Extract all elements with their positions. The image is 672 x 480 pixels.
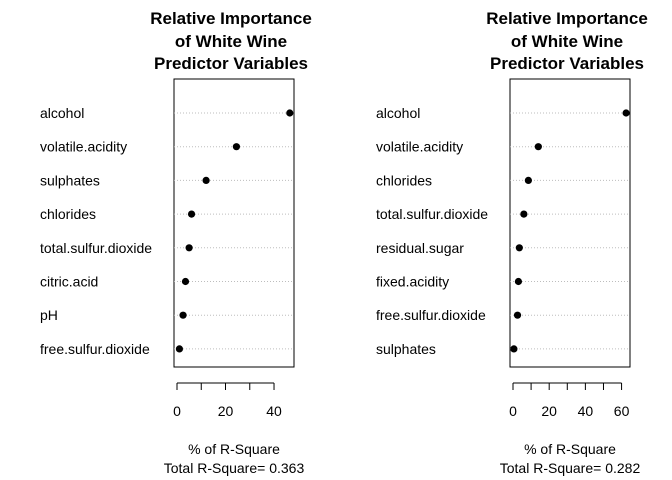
chart-title-line-2: of White Wine (175, 32, 287, 51)
x-tick-label: 40 (266, 403, 282, 419)
data-point (232, 143, 241, 151)
category-label: sulphates (40, 172, 100, 188)
data-point (510, 345, 518, 353)
category-label: free.sulfur.dioxide (376, 307, 486, 323)
chart-title-line-1: Relative Importance (150, 9, 312, 28)
x-tick-label: 40 (578, 403, 594, 419)
data-point (515, 244, 523, 252)
data-point (202, 176, 210, 184)
category-label: pH (40, 307, 58, 323)
category-label: volatile.acidity (40, 139, 127, 155)
data-point (187, 210, 196, 218)
right-panel: Relative Importance of White Wine Predic… (376, 9, 648, 476)
x-tick-label: 0 (509, 403, 517, 419)
category-label: fixed.acidity (376, 274, 449, 290)
chart-title-line-2: of White Wine (511, 32, 623, 51)
plot-frame (173, 78, 295, 368)
data-point (534, 143, 542, 151)
chart-title-line-3: Predictor Variables (154, 54, 308, 73)
category-label: alcohol (376, 105, 420, 121)
data-point (524, 176, 532, 184)
chart-title-line-3: Predictor Variables (490, 54, 644, 73)
data-point (179, 311, 187, 319)
x-tick-label: 60 (614, 403, 630, 419)
row-group: alcohol volatile.acidity sulphates chloride… (40, 105, 294, 357)
x-tick-label: 0 (173, 403, 181, 419)
data-point (181, 277, 190, 286)
x-axis-label: % of R-Square (188, 441, 280, 457)
data-point (286, 109, 294, 117)
category-label: citric.acid (40, 274, 98, 290)
category-label: chlorides (376, 172, 432, 188)
category-label: alcohol (40, 105, 84, 121)
data-point (175, 345, 184, 353)
data-point (622, 109, 630, 117)
x-tick-label: 20 (541, 403, 557, 419)
category-label: sulphates (376, 341, 436, 357)
x-axis-label: % of R-Square (524, 441, 616, 457)
total-r-square-note: Total R-Square= 0.282 (500, 460, 641, 476)
data-point (520, 210, 528, 218)
data-point (514, 277, 523, 286)
category-label: total.sulfur.dioxide (376, 206, 488, 222)
left-panel: Relative Importance of White Wine Predic… (40, 9, 312, 476)
total-r-square-note: Total R-Square= 0.363 (164, 460, 305, 476)
data-point (185, 244, 193, 252)
x-tick-label: 20 (218, 403, 234, 419)
plot-frame (509, 78, 631, 368)
category-label: residual.sugar (376, 240, 464, 256)
category-label: volatile.acidity (376, 139, 463, 155)
x-axis: 0 20 40 60 (509, 382, 630, 419)
category-label: chlorides (40, 206, 96, 222)
row-group: alcohol volatile.acidity chlorides total.su… (376, 105, 630, 357)
category-label: free.sulfur.dioxide (40, 341, 150, 357)
x-axis: 0 20 40 (173, 382, 282, 419)
chart-title-line-1: Relative Importance (486, 9, 648, 28)
data-point (513, 311, 522, 319)
category-label: total.sulfur.dioxide (40, 240, 152, 256)
